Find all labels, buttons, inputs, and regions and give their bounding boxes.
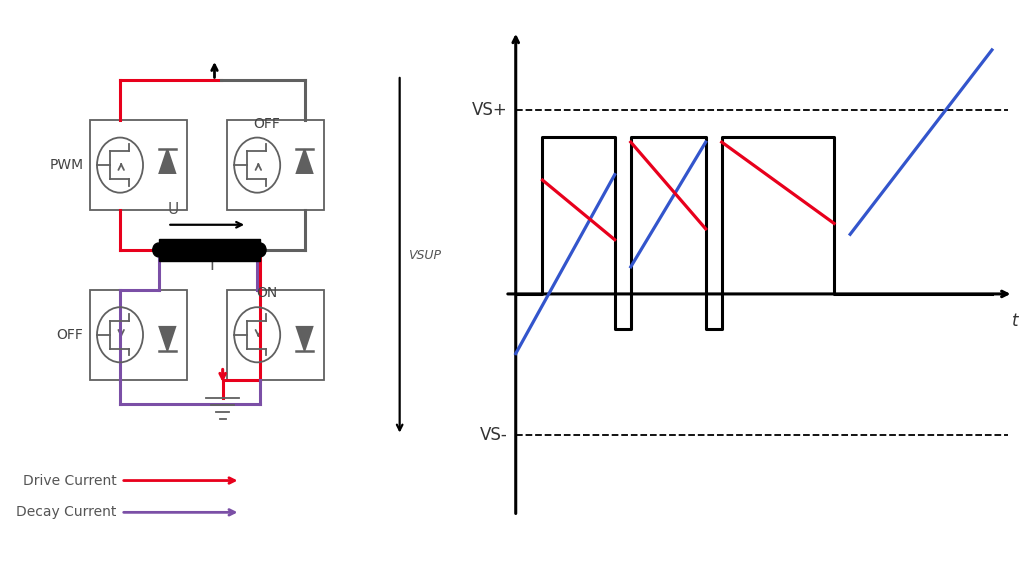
Polygon shape	[296, 149, 313, 173]
Text: U: U	[168, 202, 179, 217]
Text: PWM: PWM	[49, 158, 83, 172]
Text: I: I	[209, 255, 214, 274]
Polygon shape	[159, 327, 175, 351]
Text: ON: ON	[256, 286, 278, 300]
Text: VS-: VS-	[480, 426, 507, 444]
Text: t: t	[1013, 312, 1019, 330]
Bar	[90, 290, 187, 380]
Circle shape	[254, 243, 267, 257]
Text: OFF: OFF	[57, 328, 83, 342]
Circle shape	[152, 243, 165, 257]
Text: VSUP: VSUP	[409, 249, 441, 262]
Polygon shape	[296, 327, 313, 351]
Text: Drive Current: Drive Current	[23, 474, 116, 487]
Bar	[227, 120, 324, 210]
Text: VS+: VS+	[472, 100, 507, 119]
Bar	[227, 290, 324, 380]
Text: Decay Current: Decay Current	[16, 506, 116, 519]
Bar	[158, 239, 260, 261]
Bar	[90, 120, 187, 210]
Polygon shape	[159, 149, 175, 173]
Text: OFF: OFF	[253, 117, 280, 131]
